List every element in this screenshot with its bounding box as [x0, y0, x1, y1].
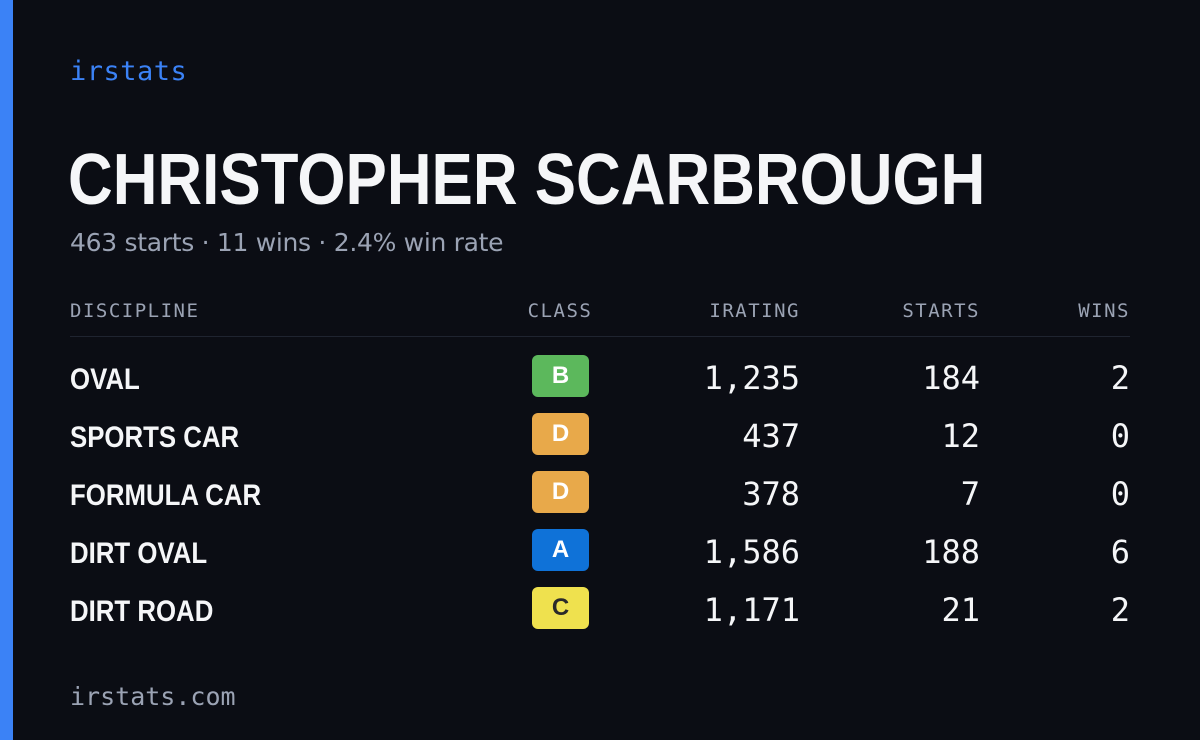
- table-row: DIRT OVAL A 1,586 188 6: [0, 529, 1200, 587]
- discipline-cell: DIRT OVAL: [70, 537, 208, 570]
- starts-cell: 21: [941, 591, 980, 629]
- driver-name: CHRISTOPHER SCARBROUGH: [68, 140, 986, 220]
- discipline-cell: SPORTS CAR: [70, 421, 240, 454]
- accent-bar: [0, 0, 13, 740]
- discipline-cell: FORMULA CAR: [70, 479, 262, 512]
- header-divider: [70, 336, 1130, 337]
- wins-cell: 0: [1110, 417, 1130, 455]
- header-discipline: DISCIPLINE: [70, 300, 200, 322]
- header-wins: WINS: [1078, 300, 1130, 322]
- table-row: OVAL B 1,235 184 2: [0, 355, 1200, 413]
- table-row: DIRT ROAD C 1,171 21 2: [0, 587, 1200, 645]
- table-row: FORMULA CAR D 378 7 0: [0, 471, 1200, 529]
- discipline-cell: DIRT ROAD: [70, 595, 214, 628]
- footer-url: irstats.com: [70, 682, 236, 711]
- header-irating: IRATING: [709, 300, 800, 322]
- starts-cell: 184: [922, 359, 980, 397]
- irating-cell: 378: [742, 475, 800, 513]
- starts-cell: 7: [960, 475, 980, 513]
- driver-summary: 463 starts · 11 wins · 2.4% win rate: [70, 228, 504, 257]
- brand-logo-text: irstats: [70, 56, 188, 87]
- wins-cell: 2: [1110, 359, 1130, 397]
- class-badge: B: [532, 355, 589, 397]
- table-row: SPORTS CAR D 437 12 0: [0, 413, 1200, 471]
- irating-cell: 1,171: [703, 591, 800, 629]
- class-badge: A: [532, 529, 589, 571]
- wins-cell: 2: [1110, 591, 1130, 629]
- header-starts: STARTS: [902, 300, 980, 322]
- starts-cell: 188: [922, 533, 980, 571]
- class-badge: D: [532, 413, 589, 455]
- class-badge: D: [532, 471, 589, 513]
- class-badge: C: [532, 587, 589, 629]
- discipline-cell: OVAL: [70, 363, 140, 396]
- starts-cell: 12: [941, 417, 980, 455]
- wins-cell: 6: [1110, 533, 1130, 571]
- wins-cell: 0: [1110, 475, 1130, 513]
- irating-cell: 437: [742, 417, 800, 455]
- irating-cell: 1,235: [703, 359, 800, 397]
- irating-cell: 1,586: [703, 533, 800, 571]
- header-class: CLASS: [527, 300, 593, 322]
